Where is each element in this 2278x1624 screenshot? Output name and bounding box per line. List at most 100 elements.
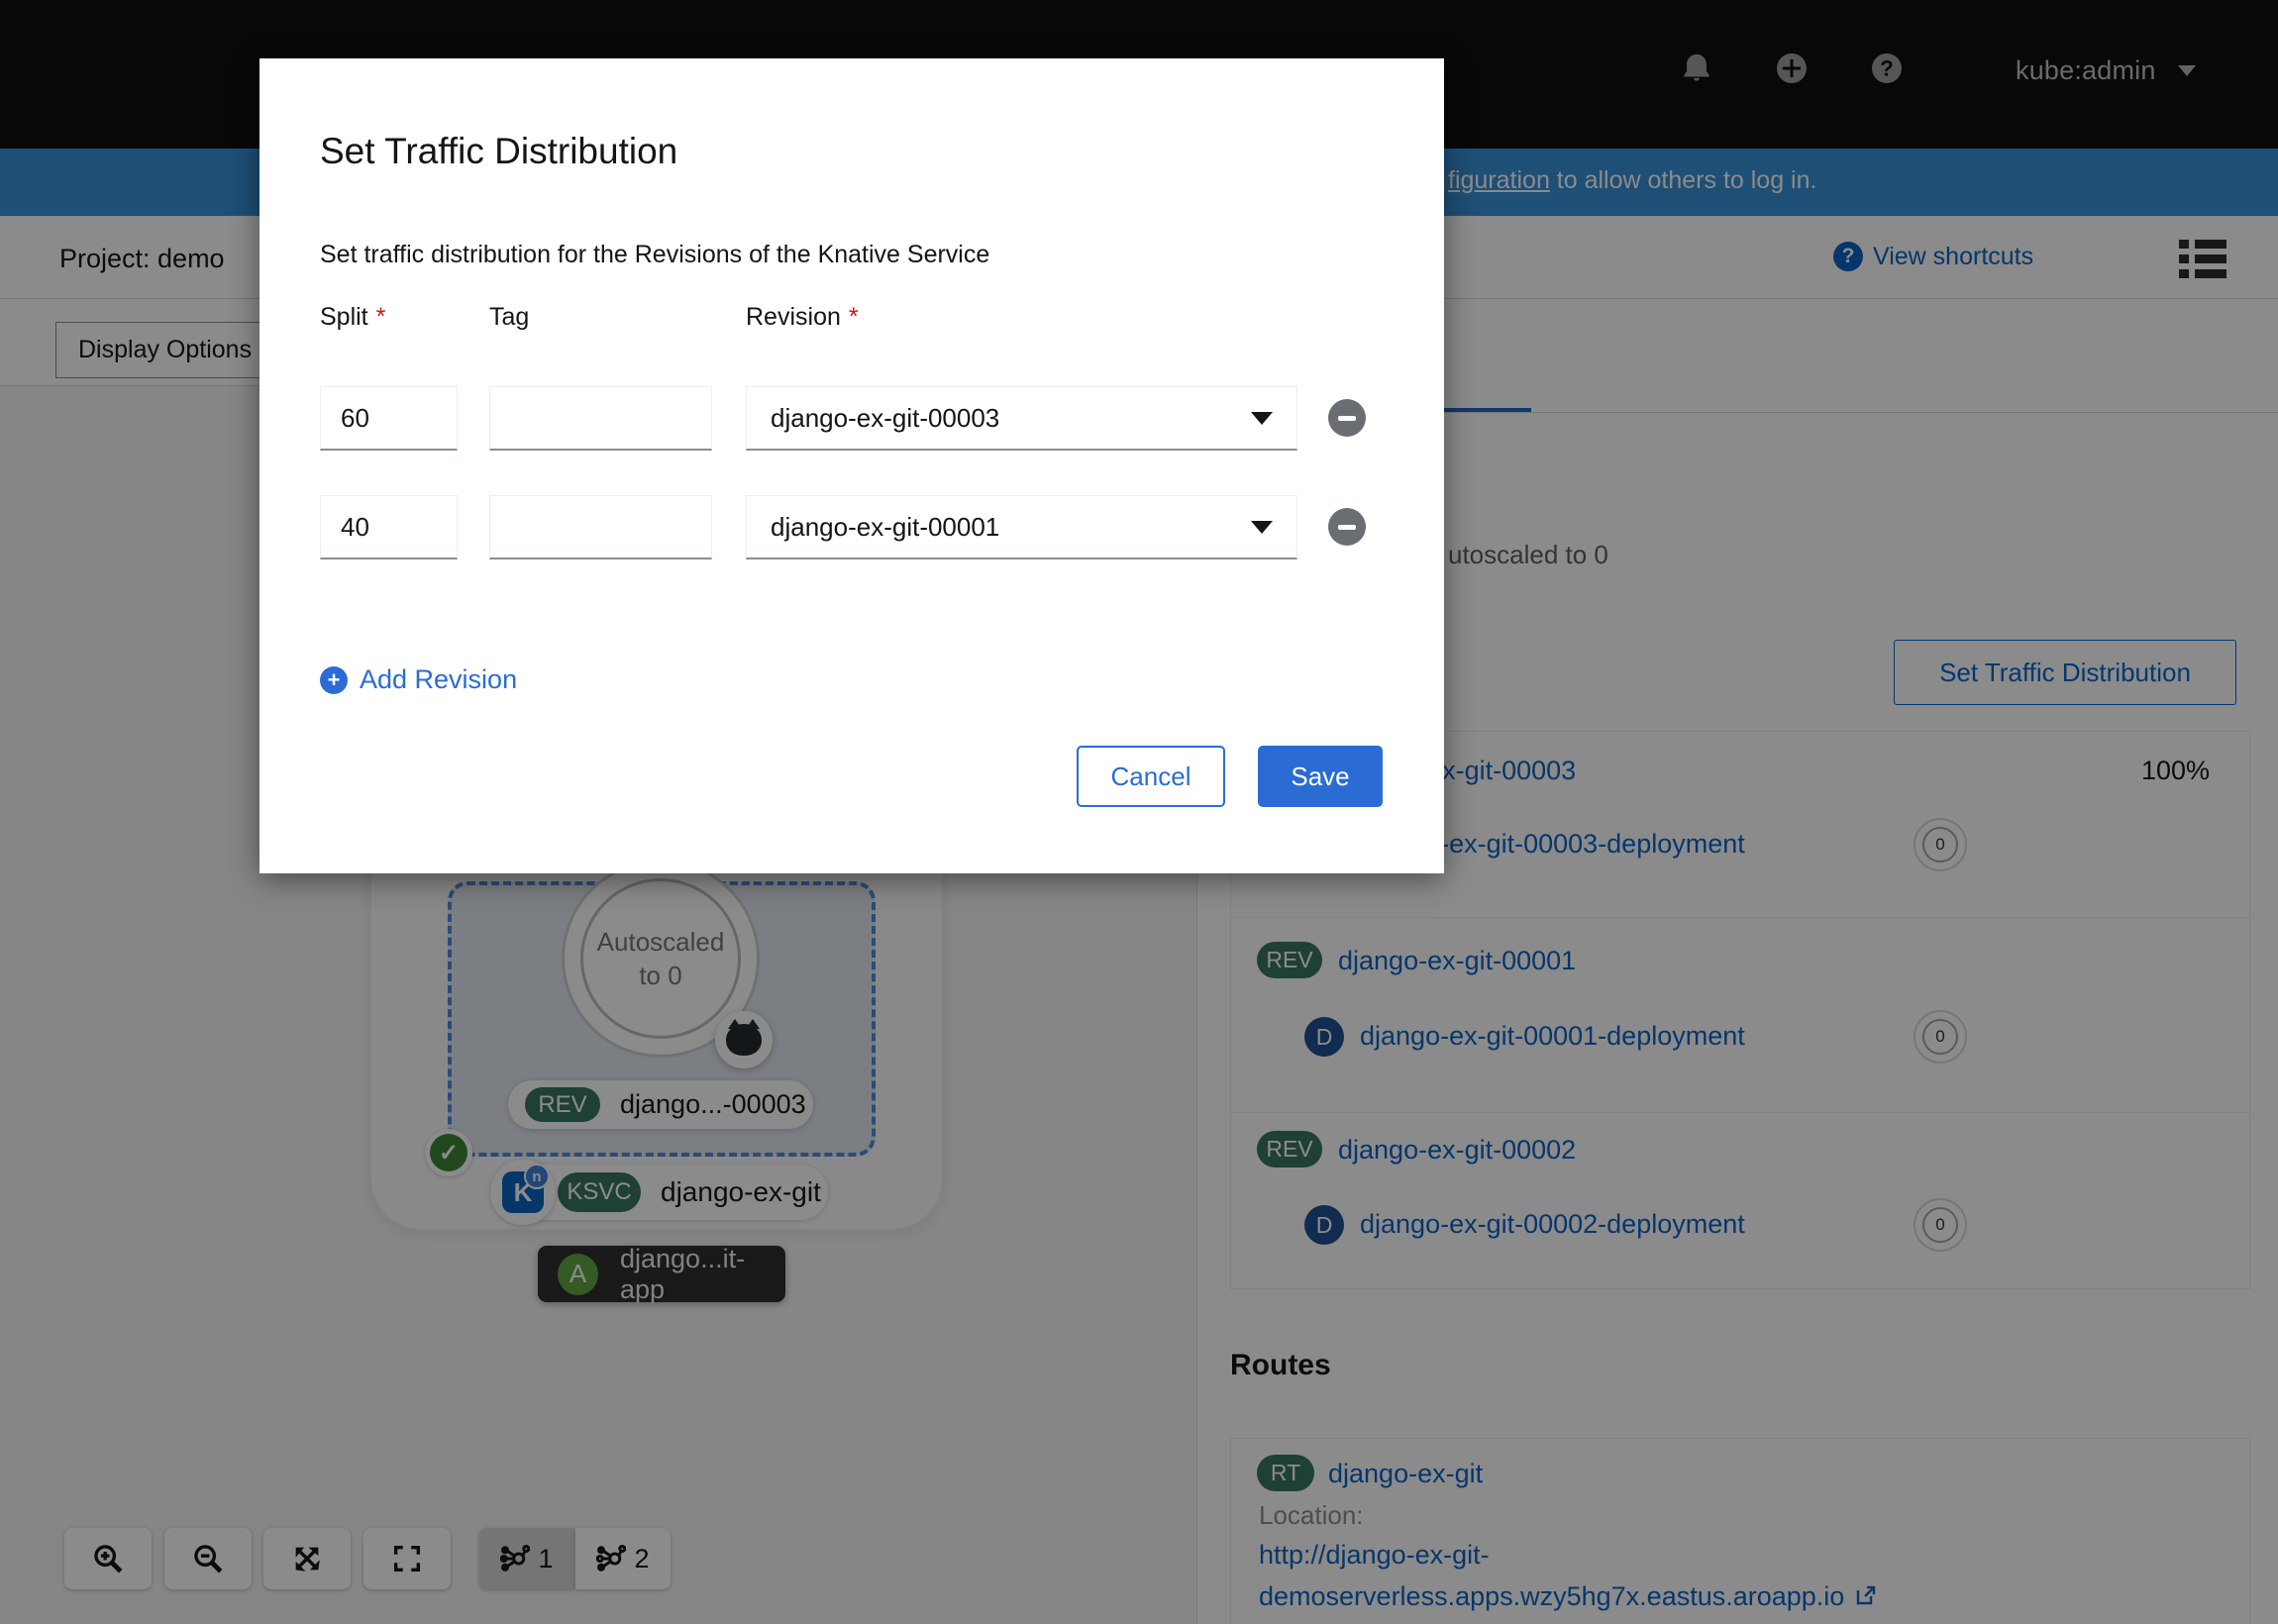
graph-icon bbox=[596, 1545, 627, 1572]
zoom-out-button[interactable] bbox=[164, 1528, 252, 1589]
modal-title: Set Traffic Distribution bbox=[320, 131, 678, 171]
minus-circle-icon bbox=[1338, 524, 1356, 530]
topology-view-2-toggle[interactable]: 2 bbox=[575, 1528, 671, 1589]
rev-badge: REV bbox=[525, 1087, 600, 1122]
knative-type-decorator: K n bbox=[490, 1160, 556, 1225]
zoom-in-button[interactable] bbox=[64, 1528, 152, 1589]
caret-down-icon bbox=[1251, 520, 1273, 534]
application-group-label[interactable]: A django...it-app bbox=[538, 1243, 785, 1304]
autoscaled-line2: to 0 bbox=[639, 961, 682, 990]
caret-down-icon bbox=[1251, 411, 1273, 425]
service-status-decorator: ✓ bbox=[425, 1129, 472, 1176]
location-label: Location: bbox=[1259, 1500, 1364, 1530]
plus-circle-icon: + bbox=[320, 665, 348, 694]
application-label-text: django...it-app bbox=[619, 1243, 746, 1304]
row-divider bbox=[1231, 917, 2249, 918]
tag-input[interactable] bbox=[489, 495, 712, 559]
deployment-badge: D bbox=[1304, 1017, 1344, 1057]
required-asterisk: * bbox=[848, 303, 859, 331]
zoom-in-icon bbox=[94, 1545, 123, 1573]
tag-input[interactable] bbox=[489, 386, 712, 451]
autoscaled-line1: Autoscaled bbox=[596, 927, 725, 957]
help-icon[interactable]: ? bbox=[1864, 46, 1910, 91]
view-1-label: 1 bbox=[538, 1543, 554, 1573]
display-options-label: Display Options bbox=[78, 336, 253, 363]
list-view-toggle-icon[interactable] bbox=[2179, 240, 2226, 278]
revision-node-label-text: django...-00003 bbox=[620, 1089, 806, 1119]
deployment-link[interactable]: django-ex-git-00002-deployment bbox=[1360, 1209, 1745, 1239]
revision-link[interactable]: django-ex-git-00001 bbox=[1338, 946, 1577, 975]
split-input[interactable] bbox=[320, 495, 458, 559]
revision-select[interactable]: django-ex-git-00001 bbox=[746, 495, 1297, 559]
deployment-link[interactable]: django-ex-git-00001-deployment bbox=[1360, 1021, 1745, 1051]
minus-circle-icon bbox=[1338, 415, 1356, 421]
pod-count: 0 bbox=[1922, 827, 1958, 863]
view-shortcuts-label: View shortcuts bbox=[1873, 242, 2034, 270]
expand-arrows-icon bbox=[295, 1547, 320, 1572]
remove-revision-button[interactable] bbox=[1328, 399, 1366, 437]
application-badge: A bbox=[558, 1253, 598, 1295]
revision-select-value: django-ex-git-00003 bbox=[771, 402, 1000, 433]
user-menu[interactable]: kube:admin bbox=[2016, 55, 2196, 86]
svg-text:?: ? bbox=[1880, 56, 1894, 81]
add-revision-link[interactable]: + Add Revision bbox=[320, 664, 517, 695]
revision-select[interactable]: django-ex-git-00003 bbox=[746, 386, 1297, 451]
fullscreen-button[interactable] bbox=[363, 1528, 451, 1589]
revision-select-value: django-ex-git-00001 bbox=[771, 511, 1000, 542]
route-url-line2[interactable]: demoserverless.apps.wzy5hg7x.eastus.aroa… bbox=[1259, 1581, 1845, 1611]
knative-icon: K n bbox=[502, 1164, 550, 1213]
deployment-badge: D bbox=[1304, 1205, 1344, 1245]
pod-donut[interactable]: 0 bbox=[1914, 1198, 1967, 1252]
revision-node[interactable]: Autoscaled to 0 bbox=[562, 860, 760, 1058]
cancel-button[interactable]: Cancel bbox=[1077, 746, 1225, 807]
modal-description: Set traffic distribution for the Revisio… bbox=[320, 241, 990, 268]
revision-node-label[interactable]: REV django...-00003 bbox=[508, 1080, 813, 1129]
pod-donut[interactable]: 0 bbox=[1914, 818, 1967, 871]
tag-label: Tag bbox=[489, 303, 530, 331]
rev-badge: REV bbox=[1257, 942, 1322, 978]
pod-count: 0 bbox=[1922, 1019, 1958, 1055]
topology-view-1-toggle[interactable]: 1 bbox=[479, 1528, 574, 1589]
split-input[interactable] bbox=[320, 386, 458, 451]
check-circle-icon: ✓ bbox=[430, 1134, 467, 1171]
autoscaled-status-text: utoscaled to 0 bbox=[1448, 540, 1608, 569]
pod-count: 0 bbox=[1922, 1207, 1958, 1243]
graph-icon bbox=[500, 1545, 531, 1572]
github-icon bbox=[726, 1019, 762, 1056]
routes-list: RT django-ex-git Location: http://django… bbox=[1230, 1438, 2250, 1624]
pod-donut[interactable]: 0 bbox=[1914, 1010, 1967, 1064]
traffic-percent: 100% bbox=[2140, 756, 2210, 785]
knative-n-badge: n bbox=[524, 1164, 550, 1189]
rt-badge: RT bbox=[1257, 1455, 1314, 1491]
route-link[interactable]: django-ex-git bbox=[1328, 1459, 1484, 1488]
fit-to-screen-button[interactable] bbox=[263, 1528, 351, 1589]
oauth-configuration-link[interactable]: figuration bbox=[1448, 166, 1550, 194]
external-link-icon bbox=[1854, 1583, 1878, 1612]
set-traffic-distribution-button[interactable]: Set Traffic Distribution bbox=[1894, 640, 2236, 705]
routes-heading: Routes bbox=[1230, 1349, 1331, 1381]
ksvc-label-text: django-ex-git bbox=[661, 1176, 821, 1207]
help-circle-icon: ? bbox=[1833, 242, 1863, 271]
save-button[interactable]: Save bbox=[1258, 746, 1383, 807]
caret-down-icon bbox=[2177, 65, 2196, 76]
tabs-bottom-border bbox=[1197, 412, 2278, 413]
ksvc-badge: KSVC bbox=[558, 1172, 641, 1212]
github-source-decorator[interactable] bbox=[715, 1011, 773, 1068]
notifications-bell-icon[interactable] bbox=[1674, 46, 1719, 91]
set-traffic-distribution-modal: Set Traffic Distribution Set traffic dis… bbox=[259, 58, 1444, 873]
view-shortcuts-link[interactable]: ? View shortcuts bbox=[1833, 242, 2033, 271]
revision-link[interactable]: django-ex-git-00002 bbox=[1338, 1135, 1577, 1165]
route-url-line1[interactable]: http://django-ex-git- bbox=[1259, 1540, 1490, 1570]
required-asterisk: * bbox=[375, 303, 386, 331]
rev-badge: REV bbox=[1257, 1131, 1322, 1167]
active-tab-underline bbox=[1444, 408, 1531, 413]
quick-create-plus-icon[interactable] bbox=[1769, 46, 1814, 91]
row-divider bbox=[1231, 1112, 2249, 1113]
banner-message: to allow others to log in. bbox=[1549, 166, 1817, 194]
revision-label: Revision * bbox=[746, 303, 859, 331]
revision-node-ring: Autoscaled to 0 bbox=[580, 878, 741, 1039]
project-selector[interactable]: Project: demo bbox=[59, 244, 225, 273]
view-2-label: 2 bbox=[634, 1543, 650, 1573]
remove-revision-button[interactable] bbox=[1328, 508, 1366, 546]
